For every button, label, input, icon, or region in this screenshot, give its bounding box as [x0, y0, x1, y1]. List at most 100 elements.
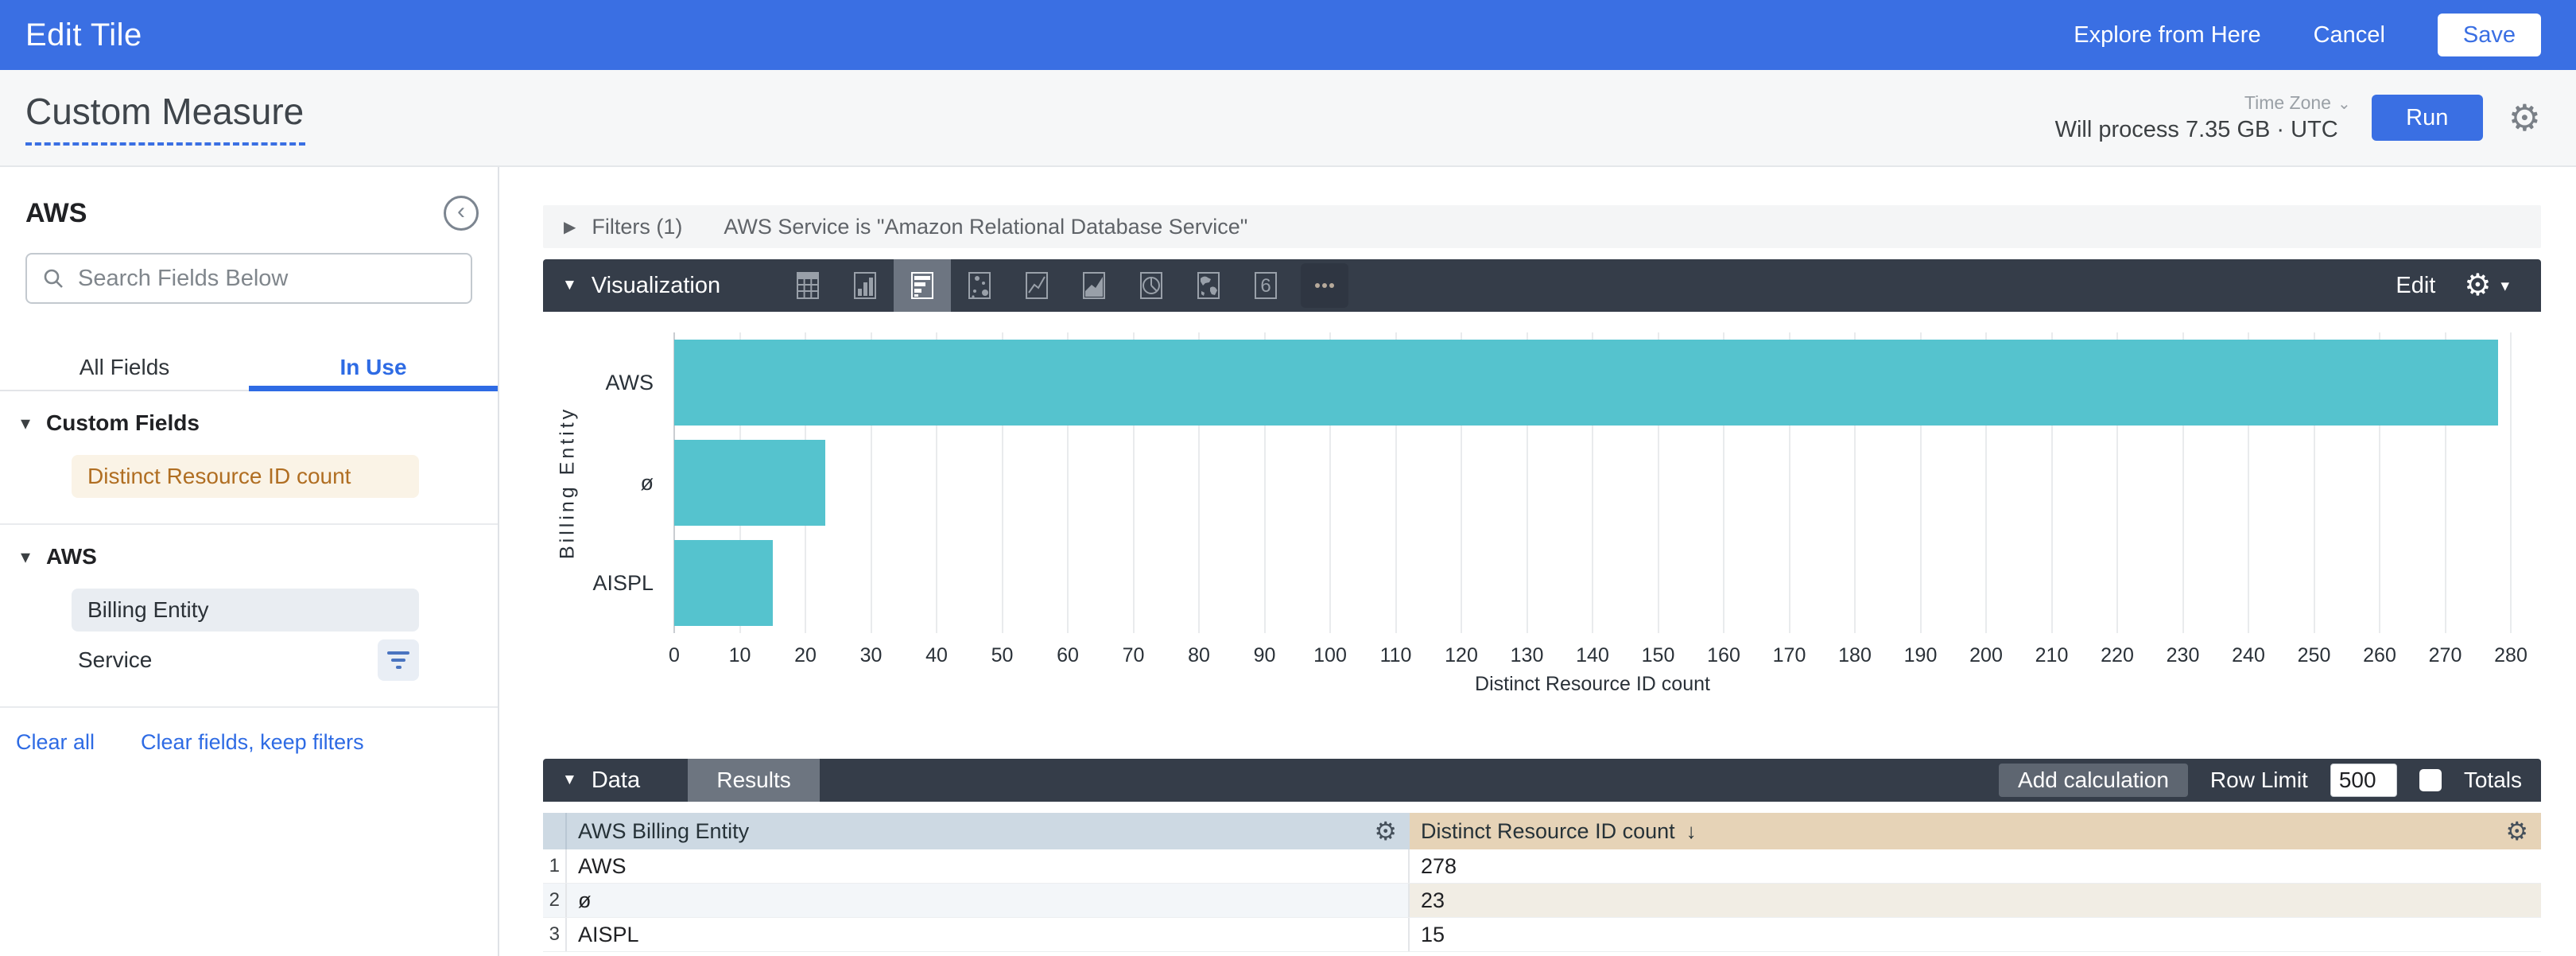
field-row: Billing Entity	[72, 589, 419, 632]
x-tick-180: 180	[1838, 644, 1872, 666]
area-chart-icon[interactable]	[1065, 259, 1123, 312]
save-button[interactable]: Save	[2437, 14, 2541, 56]
filters-bar[interactable]: ▶ Filters (1) AWS Service is "Amazon Rel…	[543, 205, 2541, 248]
search-input[interactable]	[78, 265, 456, 292]
explore-from-here-button[interactable]: Explore from Here	[2074, 21, 2261, 48]
more-viz-types-icon[interactable]	[1301, 263, 1349, 308]
add-calculation-button[interactable]: Add calculation	[1999, 764, 2188, 797]
pie-chart-icon[interactable]	[1123, 259, 1180, 312]
title-dashed-underline	[25, 142, 305, 146]
filter-active-icon[interactable]	[378, 639, 419, 681]
gridline	[2379, 332, 2380, 633]
sidebar-footer-links: Clear all Clear fields, keep filters	[0, 708, 498, 755]
category-label-0: AWS	[605, 370, 654, 394]
cell-billing-entity[interactable]: AISPL	[567, 918, 1410, 951]
field-search-box[interactable]	[25, 253, 472, 304]
y-axis-title: Billing Entity	[556, 406, 579, 560]
column-chart-icon[interactable]	[836, 259, 894, 312]
bar-chart-icon[interactable]	[894, 259, 952, 312]
x-axis-title: Distinct Resource ID count	[1475, 673, 1710, 695]
x-tick-250: 250	[2297, 644, 2331, 666]
x-tick-60: 60	[1057, 644, 1079, 666]
x-tick-20: 20	[794, 644, 817, 666]
bar-band-0	[674, 332, 2511, 433]
data-label[interactable]: Data	[591, 767, 641, 793]
dimension-column-header[interactable]: AWS Billing Entity ⚙︎	[567, 813, 1410, 849]
results-table: AWS Billing Entity ⚙︎ Distinct Resource …	[543, 813, 2541, 952]
cell-billing-entity[interactable]: AWS	[567, 849, 1410, 883]
viz-edit-button[interactable]: Edit	[2396, 272, 2436, 298]
gridline	[2116, 332, 2118, 633]
table-chart-icon[interactable]	[779, 259, 836, 312]
map-chart-icon[interactable]	[1180, 259, 1237, 312]
gridline	[1461, 332, 1462, 633]
chevron-down-icon[interactable]: ▼	[562, 771, 577, 788]
field-distinct-resource-id-count[interactable]: Distinct Resource ID count	[72, 455, 419, 498]
gridline	[2510, 332, 2512, 633]
category-label-1: ø	[640, 470, 654, 495]
x-tick-230: 230	[2166, 644, 2200, 666]
timezone-selector[interactable]: Time Zone ⌄	[2244, 92, 2351, 113]
visualization-label[interactable]: Visualization	[591, 272, 721, 298]
tile-title[interactable]: Custom Measure	[25, 91, 305, 132]
chevron-right-icon[interactable]: ▶	[564, 218, 576, 236]
clear-all-link[interactable]: Clear all	[16, 730, 95, 754]
y-axis-category-labels: AWS ø AISPL	[592, 332, 674, 633]
x-tick-190: 190	[1903, 644, 1938, 666]
filters-count-label[interactable]: Filters (1)	[592, 214, 683, 239]
gear-icon: ⚙︎	[2464, 269, 2492, 302]
x-tick-240: 240	[2232, 644, 2265, 666]
x-tick-260: 260	[2363, 644, 2396, 666]
tab-all-fields[interactable]: All Fields	[79, 355, 170, 379]
section-name: Custom Fields	[46, 410, 200, 435]
cancel-button[interactable]: Cancel	[2313, 21, 2385, 48]
field-row: Distinct Resource ID count	[72, 455, 419, 498]
gridline	[1526, 332, 1528, 633]
run-button[interactable]: Run	[2371, 95, 2483, 141]
plot-area	[673, 332, 2512, 633]
x-tick-150: 150	[1641, 644, 1675, 666]
scatter-chart-icon[interactable]	[951, 259, 1008, 312]
chevron-down-icon[interactable]: ▾	[21, 412, 31, 434]
measure-column-header[interactable]: Distinct Resource ID count ↓ ⚙︎	[1410, 813, 2541, 849]
x-tick-280: 280	[2494, 644, 2528, 666]
cell-distinct-resource-id-count[interactable]: 15	[1421, 922, 1445, 946]
row-number: 3	[543, 918, 567, 951]
totals-checkbox[interactable]	[2419, 769, 2442, 791]
active-tab-underline	[249, 386, 498, 391]
line-chart-icon[interactable]	[1008, 259, 1065, 312]
bar-ø[interactable]	[674, 439, 825, 527]
single-value-icon[interactable]: 6	[1237, 259, 1294, 312]
clear-fields-keep-filters-link[interactable]: Clear fields, keep filters	[141, 730, 364, 754]
cell-billing-entity[interactable]: ø	[567, 884, 1410, 917]
cell-distinct-resource-id-count[interactable]: 278	[1421, 853, 1457, 878]
x-tick-40: 40	[925, 644, 948, 666]
bar-band-1	[674, 433, 2511, 533]
sort-desc-icon[interactable]: ↓	[1686, 818, 1697, 843]
data-section-bar: ▼ Data Results Add calculation Row Limit…	[543, 759, 2541, 802]
settings-gear-icon[interactable]: ⚙︎	[2508, 97, 2541, 138]
bar-AISPL[interactable]	[674, 539, 773, 627]
results-tab[interactable]: Results	[688, 759, 821, 802]
cell-distinct-resource-id-count[interactable]: 23	[1410, 884, 2541, 917]
field-service[interactable]: Service	[78, 647, 153, 672]
row-number: 1	[543, 849, 567, 883]
chevron-down-icon[interactable]: ▾	[21, 546, 31, 568]
gear-icon[interactable]: ⚙︎	[2505, 817, 2528, 845]
bar-AWS[interactable]	[674, 339, 2498, 426]
gridline	[2444, 332, 2446, 633]
gridline	[936, 332, 937, 633]
x-tick-220: 220	[2101, 644, 2134, 666]
gear-icon[interactable]: ⚙︎	[1374, 817, 1397, 845]
field-billing-entity[interactable]: Billing Entity	[72, 589, 419, 632]
x-tick-160: 160	[1707, 644, 1740, 666]
gridline	[1263, 332, 1266, 633]
viz-settings-button[interactable]: ⚙︎ ▾	[2464, 270, 2509, 301]
collapse-sidebar-icon[interactable]: ‹	[444, 196, 479, 231]
row-limit-input[interactable]	[2330, 764, 2397, 797]
sidebar-section-aws: ▾ AWS Billing Entity Service	[0, 525, 498, 708]
chevron-down-icon[interactable]: ▼	[562, 277, 577, 293]
table-row-2: 2 ø 23	[543, 884, 2541, 918]
gridline	[1329, 332, 1331, 633]
tab-in-use[interactable]: In Use	[339, 355, 407, 379]
